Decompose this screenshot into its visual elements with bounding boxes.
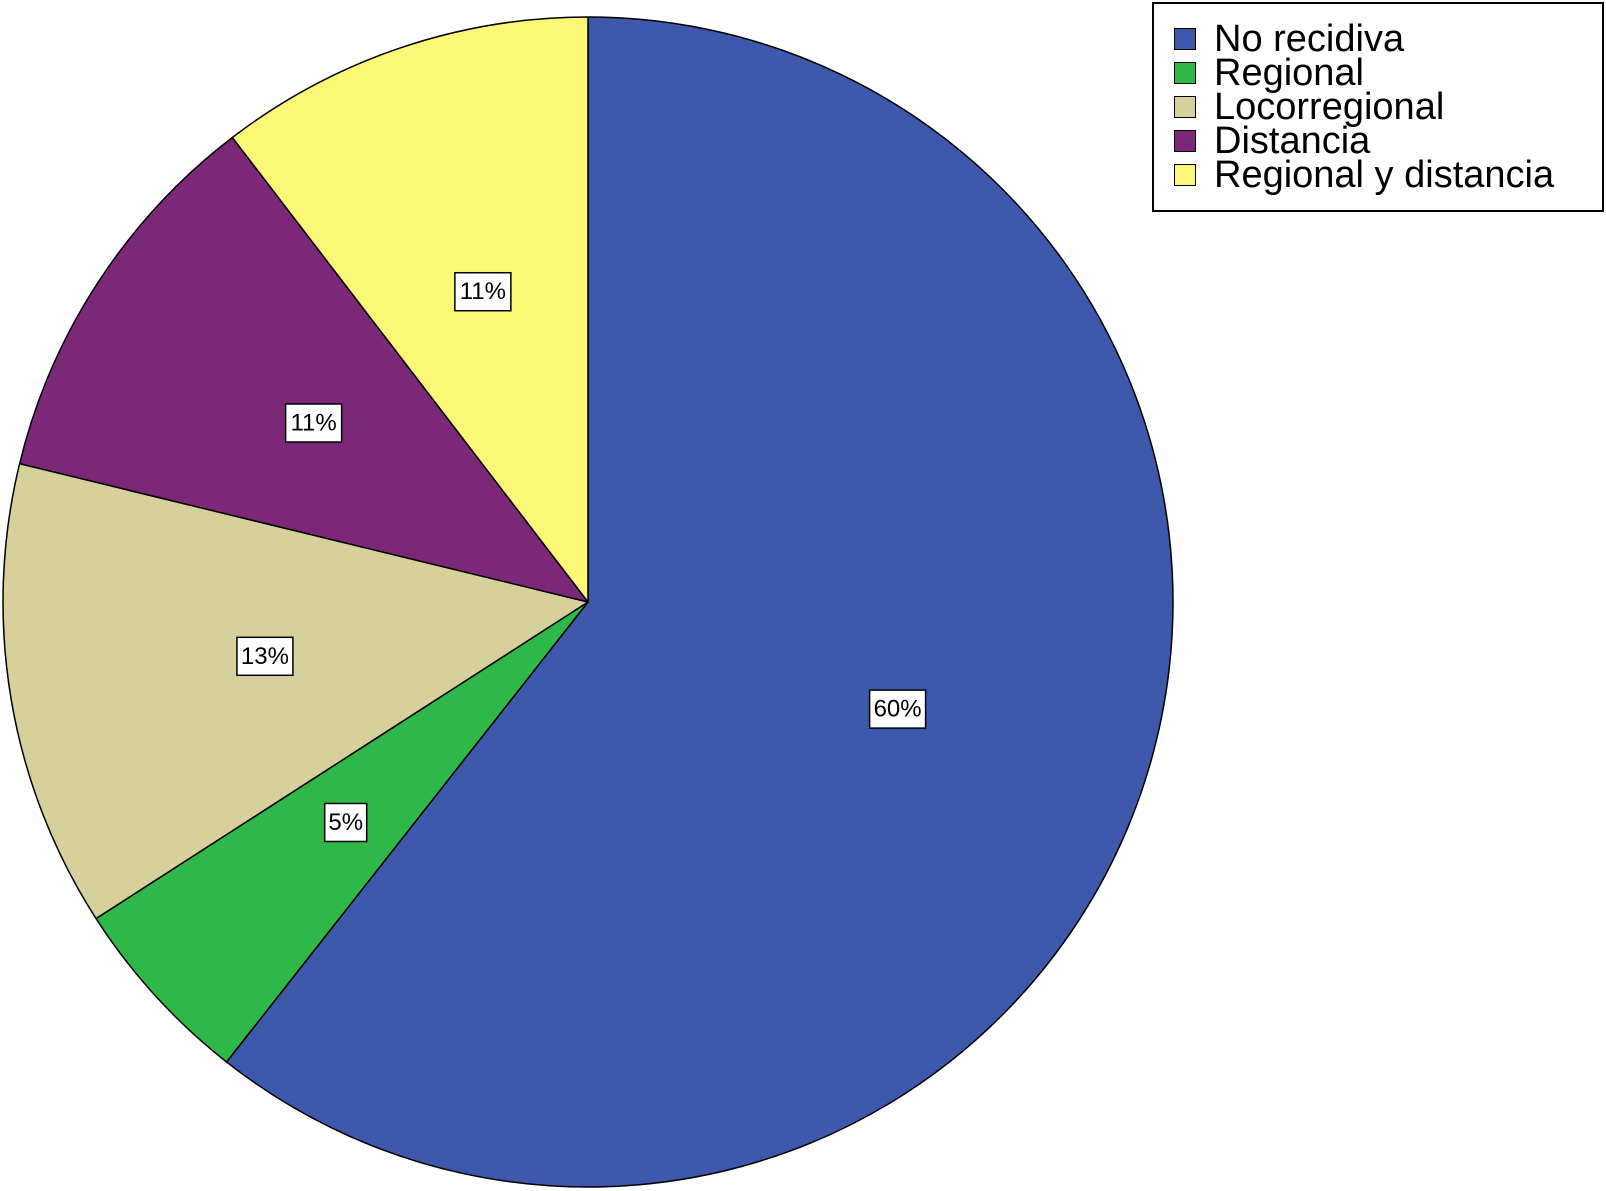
legend-swatch [1174, 130, 1196, 152]
pie-slice-regional-y-distancia [231, 16, 589, 603]
data-label-box [236, 636, 294, 677]
data-label-regional: 5% [323, 802, 368, 843]
pie-data-labels: 60% 5% 13% 11% 11% [236, 271, 927, 843]
legend-swatch [1174, 28, 1196, 50]
pie-slice-distancia [18, 136, 589, 603]
data-label-box [284, 403, 343, 443]
data-label-locorregional: 13% [236, 636, 294, 677]
data-label-box [868, 689, 927, 729]
data-label-text: 60% [874, 696, 922, 723]
data-label-box [454, 271, 512, 312]
pie-slices [2, 16, 1174, 1188]
legend-label: Distancia [1214, 120, 1371, 162]
legend-swatch [1174, 62, 1196, 84]
pie-slice-no-recidiva [225, 16, 1174, 1188]
data-label-text: 5% [328, 809, 363, 836]
legend-item: Regional y distancia [1174, 154, 1602, 196]
data-label-text: 13% [241, 643, 289, 670]
legend-item: Regional [1174, 52, 1602, 94]
legend-label: No recidiva [1214, 18, 1405, 60]
legend-swatch [1174, 164, 1196, 186]
legend-item: Locorregional [1174, 86, 1602, 128]
data-label-no-recidiva: 60% [868, 689, 927, 729]
legend-label: Regional [1214, 52, 1364, 94]
data-label-box [323, 802, 368, 843]
legend-label: Regional y distancia [1214, 154, 1555, 196]
data-label-text: 11% [290, 410, 336, 437]
legend-item: Distancia [1174, 120, 1602, 162]
legend-item: No recidiva [1174, 18, 1602, 60]
data-label-text: 11% [460, 278, 506, 305]
data-label-distancia: 11% [284, 403, 343, 443]
legend-swatch [1174, 96, 1196, 118]
chart-legend: No recidiva Regional Locorregional Distanci… [1152, 2, 1604, 212]
data-label-regional-y-distancia: 11% [454, 271, 512, 312]
legend-label: Locorregional [1214, 86, 1445, 128]
pie-slice-locorregional [2, 462, 589, 920]
